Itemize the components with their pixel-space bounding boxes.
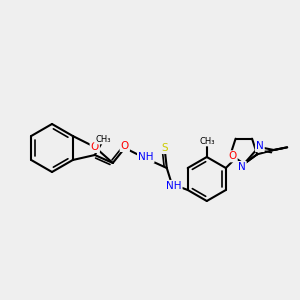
Text: NH: NH: [138, 152, 154, 162]
Text: O: O: [121, 141, 129, 151]
Text: N: N: [256, 141, 264, 151]
Text: CH₃: CH₃: [199, 136, 214, 146]
Text: O: O: [228, 151, 237, 161]
Text: N: N: [238, 162, 246, 172]
Text: CH₃: CH₃: [95, 134, 110, 143]
Text: O: O: [91, 142, 99, 152]
Text: S: S: [161, 143, 168, 153]
Text: NH: NH: [166, 181, 182, 191]
